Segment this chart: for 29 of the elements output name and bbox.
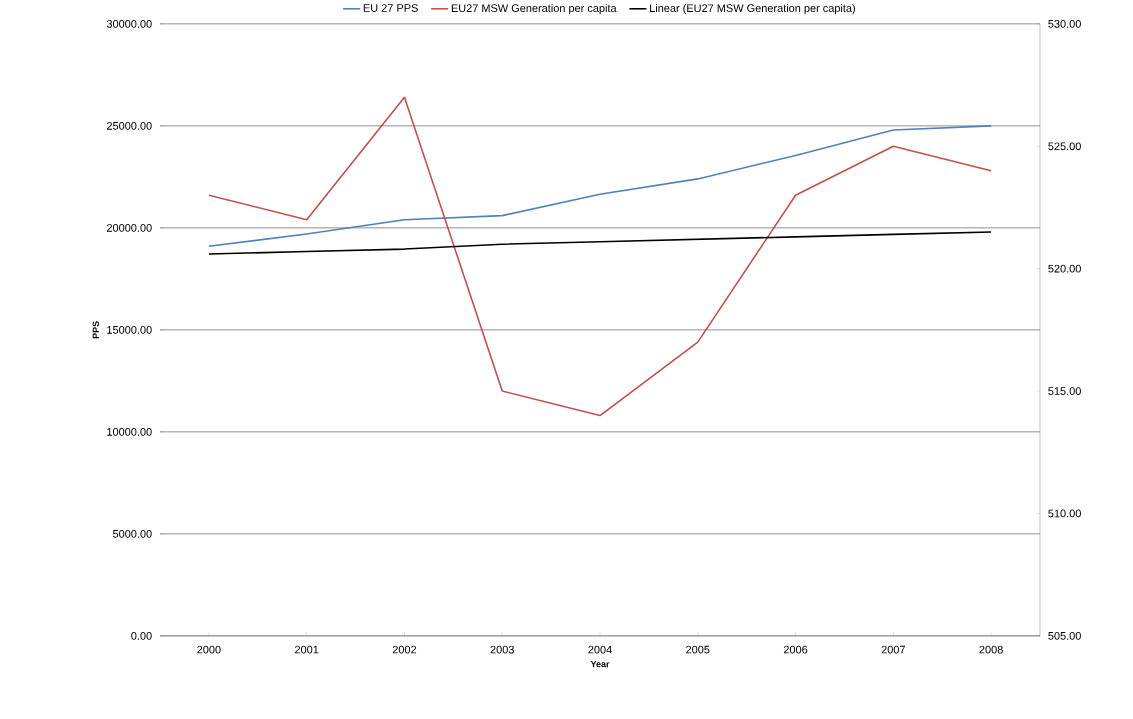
- legend-label: EU 27 PPS: [363, 4, 418, 12]
- y-tick-label: 25000.00: [106, 122, 152, 130]
- legend-label: Linear (EU27 MSW Generation per capita): [650, 4, 855, 15]
- x-tick-label: 2000: [197, 645, 221, 654]
- legend-label: EU27 MSW Generation per capita: [451, 4, 617, 15]
- y2-tick-label: 505.00: [1048, 632, 1081, 640]
- x-tick-label: 2006: [783, 645, 808, 654]
- x-tick-label: 2008: [979, 645, 1003, 654]
- x-tick-label: 2005: [686, 645, 710, 654]
- y2-tick-label: 515.00: [1048, 387, 1081, 396]
- x-tick-label: 2007: [881, 645, 905, 654]
- line-series: [208, 125, 992, 248]
- y-tick-label: 0.00: [131, 632, 152, 640]
- x-tick-label: 2001: [295, 645, 319, 654]
- y2-tick-label: 530.00: [1048, 20, 1081, 28]
- y-tick-label: 30000.00: [106, 20, 152, 28]
- x-tick-label: 2003: [490, 645, 514, 654]
- y-tick-label: 10000.00: [107, 428, 152, 436]
- x-tick-label: 2002: [392, 645, 417, 654]
- y-tick-label: 5000.00: [112, 530, 152, 538]
- line-series: [208, 96, 992, 417]
- y2-tick-label: 525.00: [1048, 142, 1081, 151]
- y-tick-label: 15000.00: [107, 326, 152, 334]
- x-axis-title: Year: [590, 661, 610, 668]
- y-axis-title: PPS: [92, 321, 99, 339]
- y2-tick-label: 520.00: [1048, 264, 1081, 273]
- y2-tick-label: 510.00: [1048, 509, 1081, 518]
- y-tick-label: 20000.00: [106, 224, 152, 232]
- x-tick-label: 2004: [588, 645, 612, 654]
